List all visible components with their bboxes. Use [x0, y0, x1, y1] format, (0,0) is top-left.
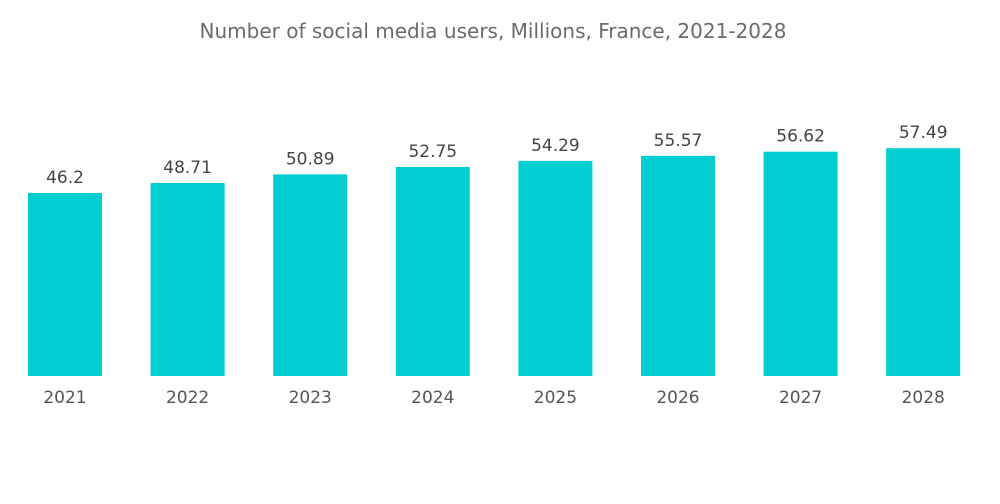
data-label-2028: 57.49 — [899, 123, 948, 143]
bar-2026 — [641, 155, 715, 376]
bars-group — [28, 148, 961, 376]
x-tick-2025: 2025 — [534, 388, 577, 408]
x-tick-2028: 2028 — [902, 388, 945, 408]
data-label-2022: 48.71 — [163, 158, 212, 178]
x-tick-2026: 2026 — [656, 388, 699, 408]
data-label-2023: 50.89 — [286, 149, 335, 169]
bar-2025 — [518, 160, 593, 376]
x-tick-2023: 2023 — [289, 388, 332, 408]
chart-title: Number of social media users, Millions, … — [200, 19, 787, 43]
x-tick-2027: 2027 — [779, 388, 822, 408]
x-tick-2024: 2024 — [411, 388, 454, 408]
data-label-2021: 46.2 — [46, 168, 84, 188]
bar-2022 — [150, 183, 225, 376]
bar-2023 — [273, 174, 348, 376]
bar-2027 — [763, 151, 838, 376]
data-labels-group: 46.2 48.71 50.89 52.75 54.29 55.57 56.62 57.49 — [46, 123, 947, 188]
data-label-2027: 56.62 — [776, 127, 825, 147]
x-tick-2022: 2022 — [166, 388, 209, 408]
x-axis-ticks: 2021 2022 2023 2024 2025 2026 2027 2028 — [43, 388, 944, 408]
data-label-2025: 54.29 — [531, 136, 580, 156]
bar-2021 — [28, 192, 102, 376]
data-label-2024: 52.75 — [408, 142, 457, 162]
bar-2028 — [886, 148, 961, 376]
x-tick-2021: 2021 — [43, 388, 86, 408]
bar-2024 — [395, 167, 470, 376]
data-label-2026: 55.57 — [654, 131, 703, 151]
